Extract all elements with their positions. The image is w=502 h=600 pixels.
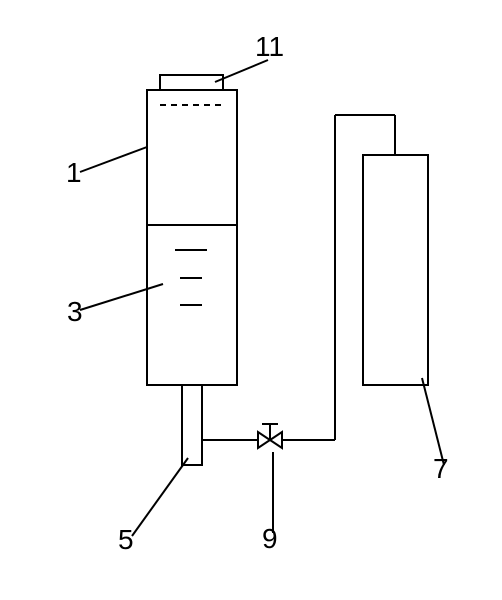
right-unit: [363, 155, 428, 385]
vessel-body: [147, 90, 237, 385]
label-l3: 3: [67, 296, 83, 327]
label-l5: 5: [118, 524, 134, 555]
leader-l11: [215, 60, 268, 82]
label-l7: 7: [433, 453, 449, 484]
valve-icon: [258, 424, 282, 448]
label-l1: 1: [66, 157, 82, 188]
leader-l7: [422, 378, 444, 465]
leader-l5: [132, 458, 188, 536]
leader-l1: [80, 147, 147, 172]
vessel-cap: [160, 75, 223, 90]
leader-l3: [80, 284, 163, 310]
label-l9: 9: [262, 523, 278, 554]
outlet-tube: [182, 385, 202, 465]
label-l11: 11: [255, 31, 284, 62]
